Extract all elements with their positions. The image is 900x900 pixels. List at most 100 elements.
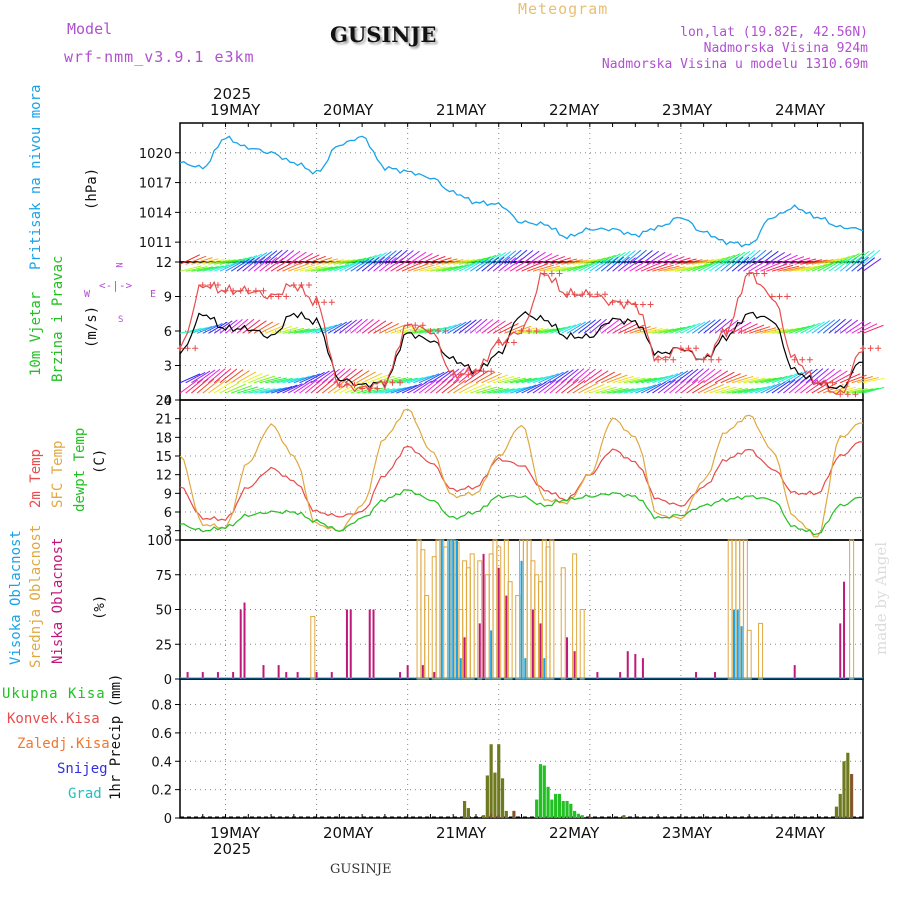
wind-barb: [669, 266, 692, 272]
wind-gust-marker: [564, 291, 571, 298]
wind-barb: [635, 377, 657, 384]
wind-barb: [760, 382, 781, 394]
wind-barb: [674, 324, 696, 334]
wind-gust-marker: [298, 282, 305, 288]
wind-barb: [652, 264, 674, 272]
cloud-bar-srednja: [572, 553, 578, 680]
wind-barb: [390, 385, 412, 394]
day-label-bottom: 20MAY: [323, 824, 374, 842]
wind-barb: [583, 318, 602, 334]
precip-bar-ukupna: [550, 799, 554, 818]
wind-barb: [782, 378, 801, 394]
wind-barb: [390, 249, 408, 265]
wind-barb: [333, 259, 356, 265]
wind-gust-marker: [746, 270, 753, 277]
wind-barb: [589, 370, 609, 384]
wind-barb: [561, 259, 583, 265]
wind-barb: [840, 373, 861, 384]
wind-barb: [504, 387, 526, 394]
wind-barb: [549, 370, 569, 384]
wind-barb: [401, 327, 424, 334]
wind-gust-marker: [867, 345, 874, 352]
wind-barb: [276, 260, 297, 272]
wind-barb: [481, 319, 500, 334]
wind-barb: [225, 257, 247, 265]
precip-bar-ukupna: [580, 815, 584, 818]
wind-barb: [293, 264, 316, 272]
wind-barb: [492, 388, 515, 394]
wind-barb: [692, 259, 714, 265]
model-altitude-label: Nadmorska Visina u modelu 1310.69m: [601, 57, 868, 72]
cloud-bar-niska: [634, 653, 637, 679]
wind-barb: [714, 386, 737, 394]
wind-barb: [453, 262, 474, 272]
wind-barb: [327, 264, 350, 272]
wind-barb: [521, 377, 543, 384]
cloud-bar-niska: [505, 595, 508, 679]
wind-barb: [623, 386, 646, 394]
wind-barb: [555, 369, 574, 384]
cloud-bar-niska: [463, 637, 466, 679]
wind-barb: [652, 380, 671, 394]
wind-gust-marker: [177, 345, 183, 352]
wind-barb: [680, 265, 703, 272]
wind-gust-marker: [639, 301, 646, 308]
wind-gust-marker: [336, 382, 343, 389]
y-tick-label: 9: [164, 291, 172, 306]
wind-barb: [196, 324, 218, 334]
wind-barb: [424, 371, 445, 384]
cloud-bar-niska: [843, 581, 846, 679]
wind-gust-marker: [662, 356, 669, 363]
wind-barb: [378, 322, 400, 334]
wind-barb: [282, 261, 303, 272]
wind-gust-marker: [397, 379, 404, 386]
wind-barb: [743, 377, 766, 384]
wind-barb: [521, 383, 542, 394]
wind-barb: [327, 379, 347, 394]
wind-gust-marker: [389, 379, 396, 386]
wind-gust-marker: [268, 293, 275, 300]
cloud-bar-srednja: [579, 609, 585, 680]
wind-gust-marker: [586, 291, 593, 298]
wind-barb: [766, 375, 788, 384]
wind-barb: [857, 377, 879, 384]
wind-barb: [515, 250, 534, 265]
wind-barb: [242, 256, 261, 272]
wind-gust-marker: [275, 293, 282, 300]
cloud-bar-niska: [406, 665, 409, 679]
wind-barb: [179, 254, 201, 265]
wind-barb: [589, 385, 611, 394]
wind-barb: [618, 376, 640, 384]
cloud-bar-niska: [232, 672, 235, 679]
wind-barb: [720, 256, 739, 272]
wind-barb: [743, 324, 765, 334]
wind-barb: [430, 370, 450, 384]
wind-barb: [589, 256, 611, 265]
precip-bar-ukupna: [573, 810, 577, 818]
wind-gust-marker: [480, 368, 487, 375]
wind-barb: [766, 263, 788, 272]
year-label-top: 2025: [213, 85, 252, 103]
wind-gust-marker: [655, 356, 662, 363]
wind-barb: [179, 327, 202, 334]
wind-barb: [606, 374, 628, 384]
wind-barb: [452, 320, 472, 334]
wind-barb: [270, 386, 293, 394]
wind-barb: [236, 371, 257, 384]
wind-barb: [652, 374, 674, 384]
day-label-top: 19MAY: [210, 101, 261, 119]
wind-barb: [777, 327, 800, 334]
wind-barb: [475, 386, 498, 394]
wind-barb: [805, 368, 824, 384]
precip-bar-konvek: [850, 774, 853, 818]
day-label-top: 24MAY: [775, 101, 826, 119]
y-tick-label: 1014: [139, 206, 172, 221]
compass-w: W: [84, 289, 91, 300]
wind-barb: [595, 371, 615, 384]
precip-bar-konvek: [490, 813, 493, 818]
wind-barb: [344, 318, 363, 334]
wind-barb: [242, 319, 261, 334]
wind-barb: [196, 258, 219, 265]
wind-barb: [646, 381, 666, 394]
